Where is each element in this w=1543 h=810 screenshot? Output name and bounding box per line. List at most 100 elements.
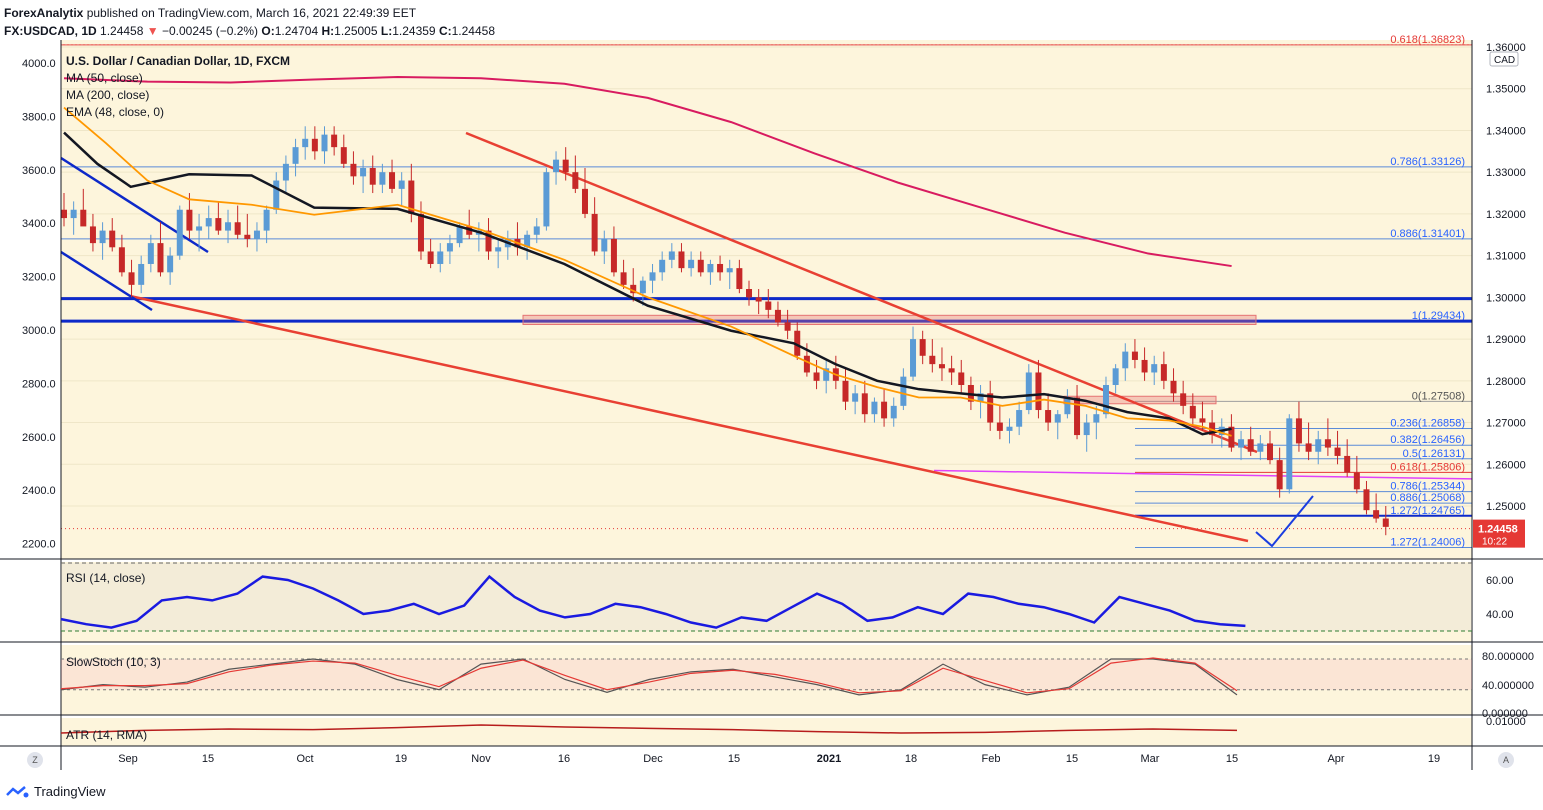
magenta-trend-line <box>933 469 1473 480</box>
tradingview-logo[interactable]: TradingView <box>6 784 106 799</box>
candle-body <box>688 259 695 269</box>
close-label: C: <box>438 24 452 38</box>
candle-body <box>417 213 424 252</box>
legend-ema48[interactable]: EMA (48, close, 0) <box>66 105 165 119</box>
candle-body <box>1170 380 1177 394</box>
atr-axis-tick: 0.01000 <box>1486 716 1526 728</box>
fib-level-label: 1(1.29434) <box>1412 310 1465 322</box>
candle-body <box>311 138 318 152</box>
candle-body <box>263 209 270 231</box>
left-axis-tick: 2400.0 <box>22 485 56 497</box>
candle-body <box>398 180 405 189</box>
legend-title: U.S. Dollar / Canadian Dollar, 1D, FXCM <box>66 54 291 68</box>
candle-body <box>1054 414 1061 423</box>
fib-level-label: 0.786(1.33126) <box>1390 156 1465 168</box>
candle-body <box>591 213 598 252</box>
candle-body <box>861 393 868 415</box>
candle-body <box>938 364 945 369</box>
candle-body <box>1247 439 1254 452</box>
time-axis-label: Dec <box>643 753 663 765</box>
atr-label[interactable]: ATR (14, RMA) <box>66 728 148 742</box>
candle-body <box>196 226 203 231</box>
candle-body <box>1315 439 1322 452</box>
candle-body <box>668 251 675 260</box>
ma-series-line <box>63 106 1232 437</box>
high-label: H: <box>321 24 335 38</box>
candle-body <box>919 339 926 356</box>
candle-body <box>1151 364 1158 373</box>
auto-scale-button[interactable]: A <box>1498 752 1514 768</box>
candle-body <box>244 234 251 239</box>
candle-body <box>1025 372 1032 411</box>
candle-body <box>118 247 125 273</box>
candle-body <box>321 134 328 152</box>
legend-ma50[interactable]: MA (50, close) <box>66 71 143 85</box>
candle-body <box>167 255 174 273</box>
candle-body <box>1160 364 1167 381</box>
candle-body <box>1324 439 1331 448</box>
candle-body <box>639 280 646 294</box>
candle-body <box>736 268 743 290</box>
candle-body <box>427 251 434 264</box>
candle-body <box>176 209 183 256</box>
left-axis-tick: 3400.0 <box>22 218 56 230</box>
rsi-series: 60.00 40.00 <box>60 562 1514 632</box>
fib-level-label: 0.886(1.25068) <box>1390 492 1465 504</box>
candle-body <box>852 393 859 402</box>
candle-body <box>823 368 830 381</box>
candle-body <box>1209 422 1216 436</box>
candle-body <box>350 163 357 177</box>
candle-body <box>147 243 154 264</box>
candle-body <box>99 230 106 244</box>
candle-body <box>1238 439 1245 448</box>
publish-line: ForexAnalytix published on TradingView.c… <box>4 6 416 20</box>
candle-body <box>726 268 733 273</box>
candle-body <box>842 380 849 402</box>
candle-body <box>205 218 212 227</box>
right-axis-tick: 1.26000 <box>1486 459 1526 471</box>
candle-body <box>109 230 116 248</box>
candle-body <box>485 230 492 252</box>
legend-ma200[interactable]: MA (200, close) <box>66 88 150 102</box>
candle-body <box>794 330 801 356</box>
candle-body <box>572 172 579 189</box>
atr-series: 0.01000 <box>60 716 1526 734</box>
tradingview-logo-icon <box>6 785 29 797</box>
channel-lines <box>60 131 1314 548</box>
candle-body <box>524 234 531 248</box>
candle-body <box>369 168 376 185</box>
candle-body <box>1276 460 1283 490</box>
candle-body <box>562 159 569 173</box>
symbol-label: FX:USDCAD, 1D <box>4 24 97 38</box>
candle-body <box>1344 455 1351 473</box>
candle-body <box>1189 405 1196 419</box>
timezone-button[interactable]: Z <box>27 752 43 768</box>
fib-level-label: 0.618(1.25806) <box>1390 461 1465 473</box>
moving-averages <box>63 76 1232 437</box>
rsi-label[interactable]: RSI (14, close) <box>66 571 146 585</box>
candle-body <box>881 401 888 419</box>
candle-body <box>697 259 704 273</box>
stoch-series: 80.000000 40.000000 0.000000 <box>60 651 1534 720</box>
candle-body <box>302 138 309 148</box>
candle-body <box>533 226 540 235</box>
open-value: 1.24704 <box>274 24 319 38</box>
candle-body <box>495 247 502 252</box>
candle-body <box>446 243 453 252</box>
stoch-label[interactable]: SlowStoch (10, 3) <box>66 655 161 669</box>
stoch-pane-bg <box>61 645 1472 715</box>
rsi-axis-tick: 40.00 <box>1486 609 1514 621</box>
fib-level-label: 1.272(1.24006) <box>1390 536 1465 548</box>
candle-body <box>1363 489 1370 511</box>
candle-body <box>138 263 145 285</box>
candle-body <box>746 289 753 298</box>
fib-level-label: 0.382(1.26456) <box>1390 434 1465 446</box>
publisher-name[interactable]: ForexAnalytix <box>4 6 84 20</box>
candle-body <box>784 322 791 331</box>
time-axis-label: 15 <box>1066 753 1078 765</box>
right-axis-tick: 1.35000 <box>1486 84 1526 96</box>
candle-body <box>157 243 164 273</box>
time-axis-label: 19 <box>395 753 407 765</box>
last-price-tag-value: 1.24458 <box>1478 524 1518 536</box>
